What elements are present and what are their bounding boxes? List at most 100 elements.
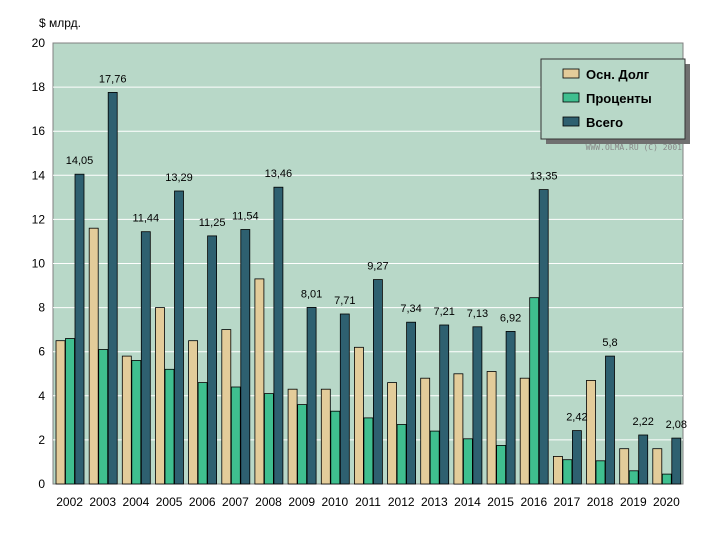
bar-interest: [396, 424, 407, 485]
x-tick-label: 2004: [123, 495, 150, 509]
x-tick-label: 2012: [388, 495, 415, 509]
total-value-label: 7,13: [467, 308, 488, 320]
bar-total: [339, 313, 350, 485]
bar-total: [74, 173, 85, 485]
x-tick-label: 2010: [321, 495, 348, 509]
total-value-label: 13,29: [165, 172, 193, 184]
bar-principal: [221, 329, 232, 485]
bar-interest: [164, 368, 175, 485]
bar-principal: [486, 371, 497, 485]
x-tick-label: 2017: [554, 495, 581, 509]
bar-total: [572, 430, 582, 485]
bar-interest: [330, 410, 341, 485]
bar-total: [240, 229, 251, 485]
bar-interest: [661, 473, 672, 485]
bar-total: [671, 437, 682, 485]
x-tick-label: 2019: [620, 495, 647, 509]
bar-total: [372, 279, 383, 485]
bar-total: [207, 235, 218, 485]
total-value-label: 8,01: [301, 288, 322, 300]
total-value-label: 2,22: [632, 416, 653, 428]
source-credit: WWW.OLMA.RU (C) 2001: [586, 143, 683, 152]
y-tick-label: 14: [32, 168, 46, 182]
bar-total: [638, 434, 649, 485]
bar-principal: [55, 340, 66, 485]
bar-principal: [453, 373, 464, 485]
x-axis-ticks: 2002 2003 2004 2005 2006 2007 2008 2009 2010 2011…: [56, 495, 680, 509]
bar-interest: [462, 438, 473, 485]
bar-principal: [254, 278, 265, 485]
y-tick-label: 6: [38, 345, 45, 359]
total-value-label: 7,21: [433, 306, 454, 318]
total-value-label: 7,71: [334, 295, 355, 307]
bar-principal: [586, 379, 596, 485]
legend-label-interest: Проценты: [586, 91, 652, 106]
bar-principal: [88, 227, 99, 485]
total-value-label: 6,92: [500, 312, 521, 324]
bar-principal: [519, 377, 530, 485]
bar-interest: [429, 430, 440, 485]
x-tick-label: 2008: [255, 495, 282, 509]
bar-interest: [131, 360, 142, 485]
bar-total: [538, 189, 549, 485]
bar-interest: [230, 386, 241, 485]
bar-total: [107, 92, 118, 485]
bar-total: [306, 306, 317, 485]
bar-total: [140, 231, 151, 485]
bar-interest: [197, 382, 208, 485]
total-value-label: 5,8: [602, 337, 617, 349]
x-tick-label: 2013: [421, 495, 448, 509]
legend-label-total: Всего: [586, 115, 623, 130]
legend-label-principal: Осн. Долг: [586, 67, 650, 82]
total-value-label: 13,46: [265, 168, 293, 180]
y-tick-label: 0: [38, 477, 45, 491]
y-tick-label: 10: [32, 257, 46, 271]
bar-interest: [562, 459, 573, 485]
bar-total: [273, 186, 284, 485]
total-value-label: 9,27: [367, 261, 388, 273]
y-tick-label: 20: [32, 36, 46, 50]
x-tick-label: 2018: [587, 495, 614, 509]
bar-total: [174, 190, 184, 485]
total-value-label: 2,42: [566, 412, 587, 424]
bar-interest: [496, 444, 507, 485]
x-tick-label: 2003: [89, 495, 116, 509]
total-value-label: 11,25: [199, 217, 226, 229]
total-value-label: 14,05: [66, 155, 94, 167]
bar-interest: [297, 404, 308, 485]
y-tick-label: 8: [38, 301, 45, 315]
y-axis-ticks: 0 2 4 6 8 10 12 14 16 18 20: [32, 36, 46, 491]
y-tick-label: 4: [38, 389, 45, 403]
x-tick-label: 2015: [487, 495, 514, 509]
y-axis-unit-label: $ млрд.: [39, 16, 81, 30]
legend-swatch-interest: [562, 92, 580, 103]
bar-interest: [529, 297, 540, 485]
y-tick-label: 18: [32, 80, 46, 94]
total-value-label: 7,34: [400, 303, 421, 315]
bar-total: [406, 321, 417, 485]
x-tick-label: 2007: [222, 495, 249, 509]
total-value-label: 17,76: [99, 73, 127, 85]
bar-interest: [363, 417, 374, 485]
total-value-label: 13,35: [530, 171, 558, 183]
bar-principal: [420, 377, 431, 485]
x-tick-label: 2020: [653, 495, 680, 509]
x-tick-label: 2002: [56, 495, 83, 509]
total-value-label: 2,08: [666, 419, 687, 431]
bar-interest: [98, 349, 109, 485]
bar-principal: [353, 346, 364, 485]
y-tick-label: 2: [38, 433, 45, 447]
y-tick-label: 16: [32, 124, 46, 138]
bar-interest: [263, 393, 274, 485]
bar-total: [439, 324, 450, 485]
x-tick-label: 2005: [156, 495, 183, 509]
total-value-label: 11,44: [132, 213, 159, 225]
x-tick-label: 2006: [189, 495, 216, 509]
x-tick-label: 2009: [288, 495, 315, 509]
bar-principal: [619, 448, 630, 485]
x-tick-label: 2011: [355, 495, 381, 509]
legend-swatch-total: [562, 116, 580, 127]
y-tick-label: 12: [32, 212, 46, 226]
bar-principal: [188, 340, 199, 485]
